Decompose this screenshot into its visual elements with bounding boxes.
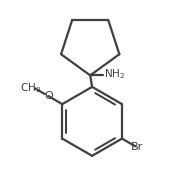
Text: NH$_2$: NH$_2$: [104, 68, 125, 81]
Text: O: O: [45, 91, 54, 101]
Text: CH$_3$: CH$_3$: [20, 81, 41, 95]
Text: Br: Br: [131, 142, 143, 152]
